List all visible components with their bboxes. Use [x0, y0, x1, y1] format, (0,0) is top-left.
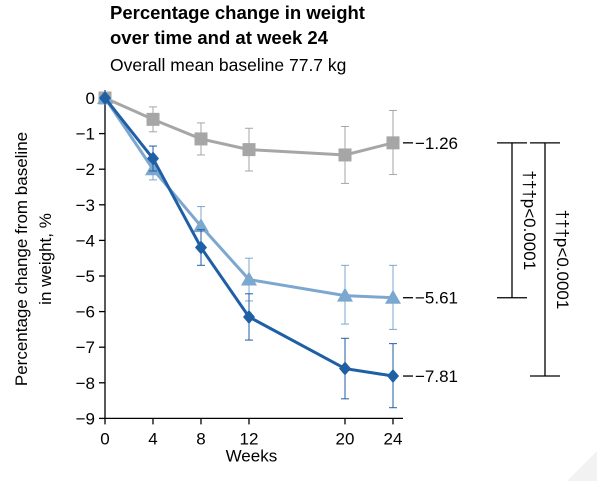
data-point-square	[194, 132, 208, 146]
data-point-triangle	[241, 271, 257, 286]
y-tick-label: −3	[76, 196, 95, 215]
data-point-square	[386, 136, 400, 150]
y-tick-label: −7	[76, 338, 95, 357]
y-tick-label: −5	[76, 267, 95, 286]
data-point-triangle	[337, 287, 353, 302]
chart-title-line2: over time and at week 24	[110, 27, 328, 48]
data-point-diamond	[243, 309, 255, 324]
series-line-diamond	[103, 97, 394, 378]
data-point-diamond	[339, 361, 351, 376]
end-label: −1.26	[415, 134, 458, 153]
data-point-diamond	[147, 151, 159, 166]
data-point-diamond	[99, 91, 111, 105]
data-point-square	[242, 143, 256, 157]
y-tick-label: −6	[76, 303, 95, 322]
x-tick-label: 8	[196, 429, 205, 448]
end-label: −7.81	[415, 367, 458, 386]
y-tick-label: −1	[76, 125, 95, 144]
series-line-triangle	[103, 97, 394, 300]
data-point-triangle	[193, 218, 209, 233]
chart-title-line1: Percentage change in weight	[110, 2, 365, 23]
series-line-square	[104, 96, 394, 157]
data-point-triangle	[385, 289, 401, 304]
x-tick-label: 0	[100, 429, 109, 448]
chart-subtitle: Overall mean baseline 77.7 kg	[110, 55, 347, 75]
y-axis-label-line1: Percentage change from baseline	[12, 132, 31, 386]
data-point-diamond	[195, 240, 207, 255]
page-fold	[567, 451, 597, 481]
end-label: −5.61	[415, 289, 458, 308]
data-point-square	[146, 112, 160, 126]
y-tick-label: −4	[76, 231, 95, 250]
x-tick-label: 4	[148, 429, 157, 448]
y-tick-label: −9	[76, 409, 95, 428]
p-value-label: †††p<0.0001	[520, 170, 539, 270]
y-tick-label: −8	[76, 374, 95, 393]
y-tick-label: 0	[86, 89, 95, 108]
p-value-label: †††p<0.0001	[553, 210, 572, 310]
data-point-square	[338, 148, 352, 162]
y-tick-label: −2	[76, 160, 95, 179]
x-tick-label: 20	[336, 429, 355, 448]
x-axis-label: Weeks	[226, 446, 278, 465]
y-axis-label-line2: in weight, %	[36, 213, 55, 305]
x-tick-label: 24	[384, 429, 403, 448]
data-point-diamond	[387, 369, 399, 384]
x-tick-label: 12	[240, 429, 259, 448]
